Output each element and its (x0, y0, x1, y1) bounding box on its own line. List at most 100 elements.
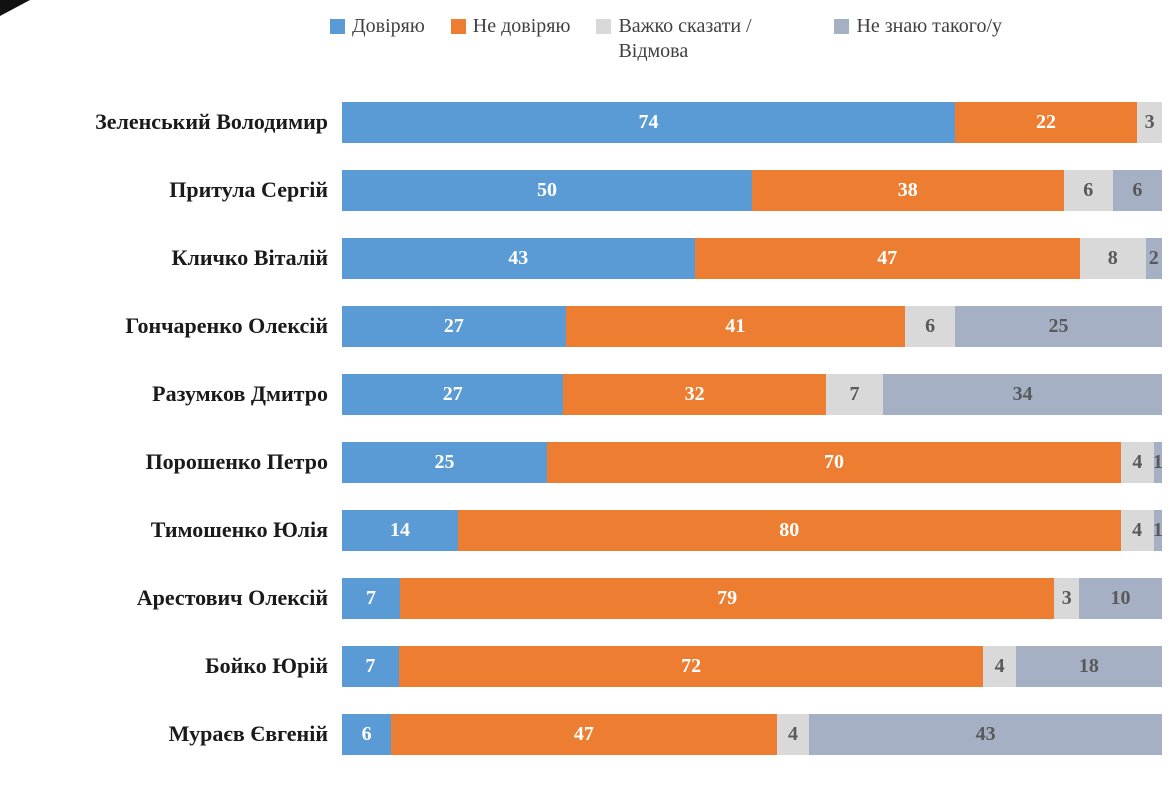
stacked-bar-chart: Зеленський Володимир 74 22 3 Притула Сергій 5… (0, 84, 1176, 768)
chart-row: Тимошенко Юлія 14 80 4 1 (0, 496, 1176, 564)
bar: 7 72 4 18 (342, 645, 1162, 687)
bar-segment-dont-know: 10 (1079, 577, 1162, 619)
bar-value-label: 50 (537, 178, 557, 201)
bar-segment-dont-know: 1 (1152, 441, 1163, 483)
chart-row: Притула Сергій 50 38 6 6 (0, 156, 1176, 224)
bar-segment-distrust: 41 (565, 305, 906, 347)
bar: 25 70 4 1 (342, 441, 1163, 483)
bar-segment-trust: 14 (342, 509, 458, 551)
bar-value-label: 14 (389, 518, 410, 541)
bar-segment-dont-know: 18 (1015, 645, 1162, 687)
bar: 7 79 3 10 (342, 577, 1162, 619)
bar-value-label: 10 (1110, 586, 1131, 609)
legend-item-dont-know: Не знаю такого/у (834, 14, 1002, 39)
bar-segment-distrust: 38 (752, 169, 1064, 211)
bar-value-label: 74 (638, 110, 659, 133)
category-label: Порошенко Петро (145, 448, 328, 474)
category-label: Притула Сергій (169, 176, 328, 202)
bar-value-label: 4 (994, 654, 1005, 677)
legend-label-hard-to-say: Важко сказати / Відмова (618, 15, 752, 62)
bar-segment-trust: 25 (342, 441, 547, 483)
category-label: Бойко Юрій (205, 652, 328, 678)
bar-segment-trust: 27 (342, 305, 566, 347)
bar-value-label: 70 (824, 450, 844, 473)
legend-item-distrust: Не довіряю (450, 14, 571, 39)
legend-item-trust: Довіряю (330, 14, 425, 39)
bar-value-label: 79 (717, 586, 738, 609)
bar-value-label: 7 (365, 586, 376, 609)
bar-segment-hard-to-say: 4 (1121, 441, 1154, 483)
chart-row: Зеленський Володимир 74 22 3 (0, 88, 1176, 156)
category-label: Арестович Олексій (136, 584, 328, 610)
bar: 43 47 8 2 (342, 237, 1162, 279)
bar-value-label: 22 (1036, 110, 1057, 133)
category-label: Зеленський Володимир (95, 108, 328, 134)
bar-value-label: 47 (573, 722, 594, 745)
bar-value-label: 41 (725, 314, 746, 337)
bar-value-label: 47 (877, 246, 898, 269)
bar-value-label: 25 (434, 450, 455, 473)
bar-value-label: 4 (787, 722, 798, 745)
bar-segment-dont-know: 2 (1145, 237, 1162, 279)
bar-value-label: 6 (925, 314, 936, 337)
legend-item-hard-to-say: Важко сказати / Відмова (596, 14, 808, 64)
chart-legend: Довіряю Не довіряю Важко сказати / Відмова… (0, 0, 1176, 84)
bar-segment-dont-know: 43 (809, 713, 1162, 755)
bar-segment-trust: 43 (342, 237, 695, 279)
bar-segment-trust: 74 (342, 101, 955, 143)
bar-value-label: 4 (1132, 450, 1143, 473)
chart-row: Порошенко Петро 25 70 4 1 (0, 428, 1176, 496)
bar: 50 38 6 6 (342, 169, 1162, 211)
bar-value-label: 3 (1144, 110, 1155, 133)
bar-value-label: 4 (1132, 518, 1143, 541)
category-label: Гончаренко Олексій (125, 312, 328, 338)
bar-segment-trust: 7 (342, 645, 399, 687)
bar-segment-distrust: 79 (399, 577, 1055, 619)
bar-value-label: 1 (1152, 450, 1163, 473)
bar-value-label: 7 (849, 382, 860, 405)
bar-value-label: 7 (365, 654, 376, 677)
bar-value-label: 2 (1148, 246, 1159, 269)
bar-segment-hard-to-say: 4 (776, 713, 810, 755)
category-label: Мураєв Євгеній (168, 720, 328, 746)
bar-value-label: 32 (684, 382, 705, 405)
bar-segment-hard-to-say: 4 (1120, 509, 1154, 551)
chart-row: Бойко Юрій 7 72 4 18 (0, 632, 1176, 700)
legend-label-distrust: Не довіряю (472, 15, 571, 37)
bar-segment-trust: 27 (342, 373, 564, 415)
bar-value-label: 72 (681, 654, 702, 677)
bar-value-label: 6 (361, 722, 372, 745)
bar-value-label: 6 (1083, 178, 1094, 201)
bar-segment-dont-know: 34 (883, 373, 1162, 415)
category-label: Разумков Дмитро (152, 380, 328, 406)
bar-segment-trust: 50 (342, 169, 752, 211)
legend-swatch-hard-to-say (596, 19, 612, 34)
bar-value-label: 38 (897, 178, 918, 201)
bar: 27 32 7 34 (342, 373, 1162, 415)
bar-value-label: 8 (1107, 246, 1118, 269)
bar-value-label: 34 (1012, 382, 1033, 405)
bar: 27 41 6 25 (342, 305, 1162, 347)
bar-segment-hard-to-say: 7 (825, 373, 884, 415)
bar: 74 22 3 (342, 101, 1162, 143)
bar-value-label: 43 (508, 246, 529, 269)
bar-segment-dont-know: 1 (1153, 509, 1163, 551)
bar-segment-distrust: 22 (954, 101, 1138, 143)
chart-rows: Зеленський Володимир 74 22 3 Притула Сергій 5… (0, 88, 1176, 768)
bar: 6 47 4 43 (342, 713, 1162, 755)
chart-row: Мураєв Євгеній 6 47 4 43 (0, 700, 1176, 768)
bar-segment-hard-to-say: 6 (1063, 169, 1113, 211)
bar-segment-trust: 7 (342, 577, 400, 619)
legend-swatch-distrust (450, 19, 466, 34)
bar-segment-distrust: 47 (391, 713, 777, 755)
bar-segment-hard-to-say: 4 (983, 645, 1016, 687)
bar: 14 80 4 1 (342, 509, 1163, 551)
corner-tear-decoration (0, 0, 30, 16)
bar-segment-distrust: 32 (563, 373, 826, 415)
chart-row: Кличко Віталій 43 47 8 2 (0, 224, 1176, 292)
chart-row: Гончаренко Олексій 27 41 6 25 (0, 292, 1176, 360)
bar-segment-distrust: 80 (457, 509, 1121, 551)
bar-segment-distrust: 47 (694, 237, 1080, 279)
bar-value-label: 27 (443, 314, 464, 337)
legend-swatch-trust (330, 19, 345, 34)
